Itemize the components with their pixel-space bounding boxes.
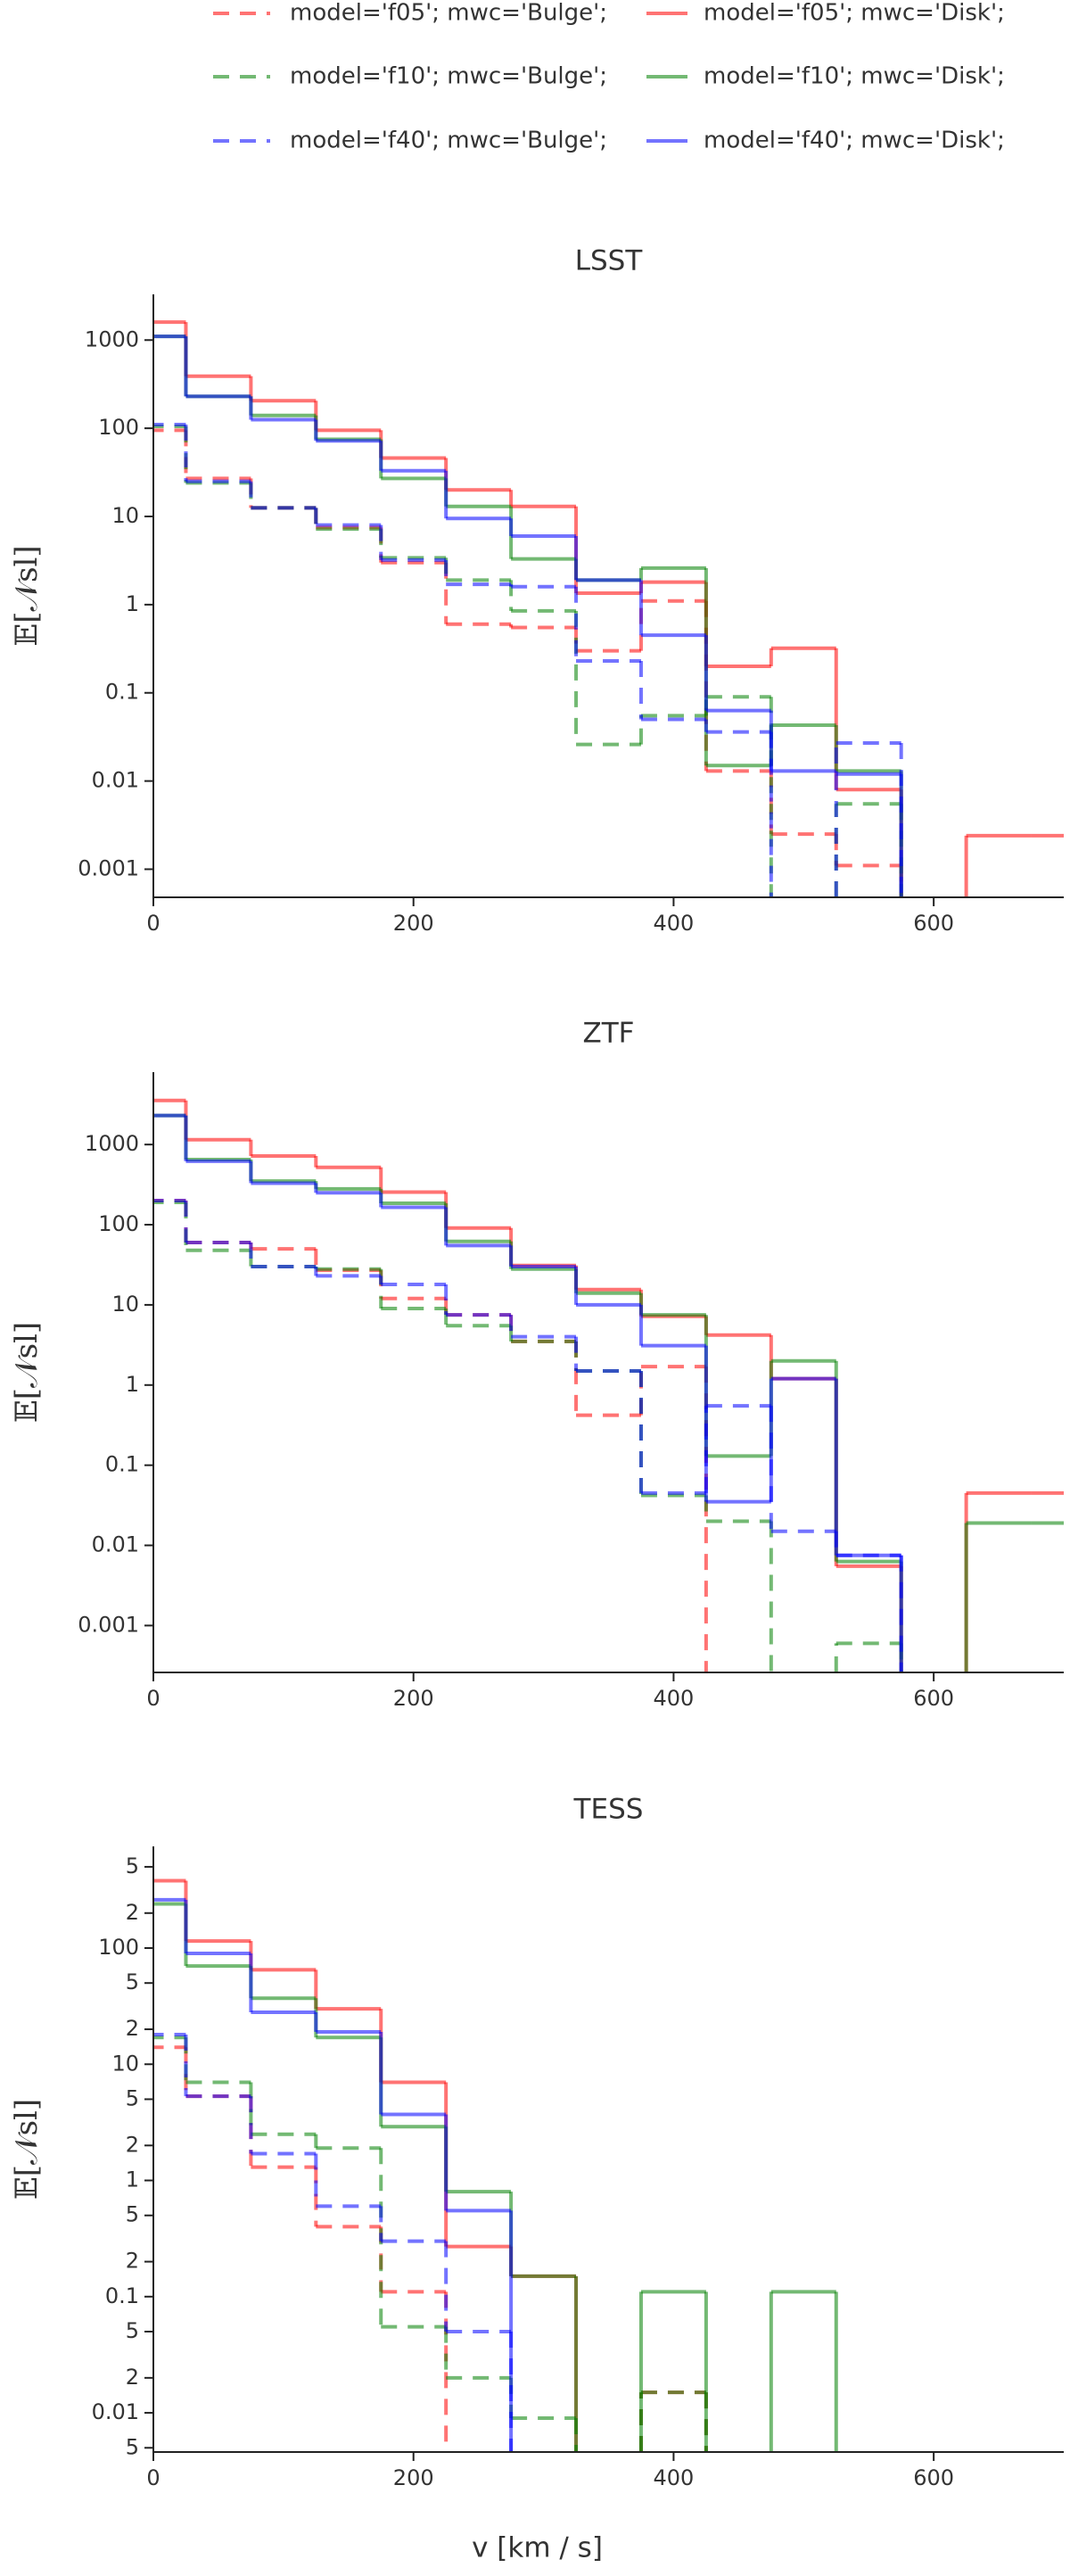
- series: [153, 2035, 708, 2452]
- y-tick-label: 1: [126, 2167, 139, 2192]
- y-tick-label: 0.1: [105, 680, 139, 705]
- y-tick-label: 1: [126, 1372, 139, 1397]
- plot-area: [153, 320, 1064, 897]
- legend-label: model='f10'; mwc='Disk';: [704, 63, 1005, 90]
- x-axis-label: v [km / s]: [472, 2532, 603, 2564]
- series: [153, 1113, 1064, 1672]
- panel: TESS 0 200 400 600 5 2 100 5 2 10 5 2 1 5 2 0.1 5 2 0.01 5 𝔼[…: [9, 1794, 1064, 2564]
- series: [153, 1113, 903, 1672]
- y-tick-label: 0.001: [78, 855, 139, 880]
- series: [153, 2033, 514, 2452]
- y-tick-label: 10: [111, 2051, 139, 2076]
- y-tick-label: 1000: [85, 1131, 139, 1156]
- legend-label: model='f05'; mwc='Bulge';: [290, 0, 607, 27]
- y-tick-label: 2: [126, 1900, 139, 1925]
- y-tick-label: 5: [126, 1969, 139, 1994]
- y-axis-label: 𝔼[𝒩sl]: [9, 2099, 45, 2200]
- panel: LSST 0 200 400 600 0.001 0.01 0.1 1 10 100 1000 𝔼[𝒩s…: [9, 245, 1064, 936]
- plot-area: [153, 1098, 1064, 1672]
- y-tick-label: 5: [126, 1854, 139, 1878]
- series: [153, 334, 903, 897]
- y-tick-label: 10: [111, 1292, 139, 1317]
- y-tick-label: 10: [111, 503, 139, 528]
- series: [153, 2045, 708, 2452]
- chart-title: TESS: [573, 1794, 644, 1826]
- legend-label: model='f10'; mwc='Bulge';: [290, 63, 607, 90]
- y-tick-label: 1000: [85, 326, 139, 351]
- y-tick-label: 5: [126, 2085, 139, 2110]
- x-tick-label: 400: [654, 2465, 695, 2490]
- y-tick-label: 5: [126, 2434, 139, 2459]
- x-tick-label: 600: [913, 911, 954, 936]
- x-tick-label: 0: [146, 1686, 160, 1711]
- chart-title: LSST: [575, 245, 644, 277]
- y-tick-label: 2: [126, 2016, 139, 2041]
- y-tick-label: 0.001: [78, 1612, 139, 1637]
- x-tick-label: 400: [654, 1686, 695, 1711]
- y-tick-label: 0.01: [92, 2399, 139, 2424]
- panel: ZTF 0 200 400 600 0.001 0.01 0.1 1 10 100 1000 𝔼[𝒩sl…: [9, 1018, 1064, 1711]
- series: [153, 1198, 903, 1672]
- legend-label: model='f40'; mwc='Bulge';: [290, 128, 607, 154]
- chart-title: ZTF: [582, 1018, 634, 1050]
- x-tick-label: 200: [393, 1686, 434, 1711]
- legend-label: model='f05'; mwc='Disk';: [704, 0, 1005, 27]
- y-axis-label: 𝔼[𝒩sl]: [9, 1322, 45, 1423]
- x-tick-label: 0: [146, 911, 160, 936]
- y-tick-label: 5: [126, 2202, 139, 2227]
- series: [153, 1897, 514, 2452]
- legend-label: model='f40'; mwc='Disk';: [704, 128, 1005, 154]
- y-tick-label: 1: [126, 591, 139, 616]
- y-tick-label: 100: [98, 1211, 139, 1236]
- x-tick-label: 200: [393, 2465, 434, 2490]
- series: [153, 1098, 1064, 1672]
- plot-area: [153, 1878, 838, 2452]
- series: [153, 1200, 903, 1672]
- y-tick-label: 100: [98, 1935, 139, 1960]
- y-tick-label: 0.01: [92, 1532, 139, 1557]
- series: [153, 334, 903, 897]
- x-tick-label: 0: [146, 2465, 160, 2490]
- x-tick-label: 400: [654, 911, 695, 936]
- y-tick-label: 0.1: [105, 1452, 139, 1477]
- y-tick-label: 2: [126, 2249, 139, 2274]
- series: [153, 1902, 838, 2452]
- y-tick-label: 5: [126, 2318, 139, 2343]
- y-tick-label: 2: [126, 2365, 139, 2390]
- x-tick-label: 600: [913, 2465, 954, 2490]
- x-tick-label: 200: [393, 911, 434, 936]
- x-tick-label: 600: [913, 1686, 954, 1711]
- y-tick-label: 100: [98, 415, 139, 440]
- y-tick-label: 2: [126, 2132, 139, 2157]
- y-tick-label: 0.01: [92, 768, 139, 793]
- series: [153, 320, 1064, 897]
- y-axis-label: 𝔼[𝒩sl]: [9, 545, 45, 646]
- y-tick-label: 0.1: [105, 2283, 139, 2308]
- series: [153, 1198, 708, 1672]
